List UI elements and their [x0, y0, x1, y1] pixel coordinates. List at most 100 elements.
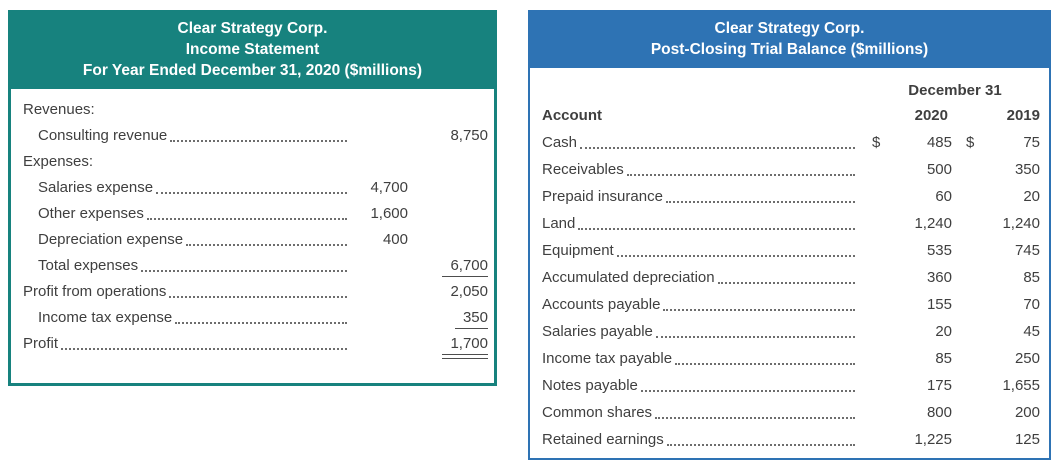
- income-statement-row: Consulting revenue 8,750: [11, 123, 494, 149]
- income-statement-row: Expenses:: [11, 149, 494, 175]
- value-2019: 85: [1023, 269, 1040, 286]
- dot-leader: [665, 201, 855, 203]
- dot-leader: [578, 228, 855, 230]
- dollar-sign: $: [872, 134, 881, 151]
- account-label: Receivables: [542, 161, 624, 178]
- trial-balance-rows: Cash $485 $75 Receivables 500 350 Prepai…: [530, 129, 1049, 453]
- value-2019: 200: [1014, 404, 1040, 421]
- value-2019: 45: [1023, 323, 1040, 340]
- dot-leader: [626, 174, 855, 176]
- trial-balance-row: Receivables 500 350: [530, 156, 1049, 183]
- value-2019: 70: [1023, 296, 1040, 313]
- value-2020: 175: [926, 377, 952, 394]
- amount-column-1: 4,700: [370, 179, 408, 196]
- value-2019-cell: 85: [952, 264, 1040, 291]
- income-statement-body: Revenues: Consulting revenue 8,750 Expen…: [8, 89, 497, 386]
- value-2019-cell: $75: [952, 129, 1040, 156]
- trial-balance-row: Prepaid insurance 60 20: [530, 183, 1049, 210]
- dot-leader: [666, 444, 855, 446]
- amount-column-1: [350, 331, 408, 357]
- amount-column-1: [350, 253, 408, 279]
- trial-balance-row: Common shares 800 200: [530, 399, 1049, 426]
- income-statement-row: Total expenses 6,700: [11, 253, 494, 279]
- dot-leader: [675, 363, 855, 365]
- value-2019: 745: [1014, 242, 1040, 259]
- value-2019-cell: 350: [952, 156, 1040, 183]
- value-2020: 20: [935, 323, 952, 340]
- amount-column-2: 2,050: [408, 279, 488, 305]
- value-2019-cell: 200: [952, 399, 1040, 426]
- dot-leader: [156, 192, 347, 194]
- trial-balance-header: Clear Strategy Corp. Post-Closing Trial …: [528, 10, 1051, 68]
- dot-leader: [655, 336, 855, 338]
- amount-column-2: [408, 175, 488, 201]
- value-2020: 1,225: [914, 431, 952, 448]
- amount-value: 350: [454, 308, 488, 329]
- value-2020: 1,240: [914, 215, 952, 232]
- account-label: Cash: [542, 134, 578, 151]
- value-2020-cell: 60: [858, 183, 952, 210]
- statement-title: Post-Closing Trial Balance ($millions): [650, 41, 929, 58]
- income-statement-row: Profit 1,700: [11, 331, 494, 359]
- amount-value: 1,700: [442, 334, 488, 359]
- value-2020: 85: [935, 350, 952, 367]
- statement-title: Income Statement: [185, 41, 320, 58]
- year-2019-header: 2019: [1006, 107, 1040, 124]
- value-2020: 360: [926, 269, 952, 286]
- value-2020: 800: [926, 404, 952, 421]
- value-2019-cell: 250: [952, 345, 1040, 372]
- income-statement-table: Clear Strategy Corp. Income Statement Fo…: [8, 10, 497, 386]
- dot-leader: [170, 140, 347, 142]
- income-statement-row: Profit from operations 2,050: [11, 279, 494, 305]
- amount-column-2: [408, 227, 488, 253]
- value-2020-cell: 175: [858, 372, 952, 399]
- income-statement-row: Other expenses 1,600: [11, 201, 494, 227]
- trial-balance-body: December 31 Account 2020 2019 Cash $485 …: [528, 68, 1051, 460]
- value-2019: 1,655: [1002, 377, 1040, 394]
- trial-balance-row: Cash $485 $75: [530, 129, 1049, 156]
- value-2019: 350: [1014, 161, 1040, 178]
- value-2020-cell: 800: [858, 399, 952, 426]
- dot-leader: [663, 309, 855, 311]
- value-2019-cell: 20: [952, 183, 1040, 210]
- value-2019: 75: [1023, 134, 1040, 151]
- value-2019-cell: 745: [952, 237, 1040, 264]
- account-label: Income tax expense: [38, 309, 173, 326]
- dot-leader: [717, 282, 855, 284]
- income-statement-header: Clear Strategy Corp. Income Statement Fo…: [8, 10, 497, 89]
- amount-column-2: [408, 97, 488, 123]
- value-2020: 60: [935, 188, 952, 205]
- amount-column-2: [408, 201, 488, 227]
- account-label: Consulting revenue: [38, 127, 168, 144]
- amount-value: 8,750: [450, 127, 488, 144]
- column-header-row: Account 2020 2019: [530, 103, 1049, 129]
- account-label: Prepaid insurance: [542, 188, 663, 205]
- amount-column-1: [350, 279, 408, 305]
- statement-period: For Year Ended December 31, 2020 ($milli…: [82, 62, 423, 79]
- trial-balance-row: Equipment 535 745: [530, 237, 1049, 264]
- income-statement-row: Depreciation expense 400: [11, 227, 494, 253]
- value-2019: 20: [1023, 188, 1040, 205]
- value-2020-cell: 1,240: [858, 210, 952, 237]
- amount-column-1: [350, 149, 408, 175]
- company-name: Clear Strategy Corp.: [714, 20, 865, 37]
- dot-leader: [616, 255, 855, 257]
- account-label: Profit from operations: [23, 283, 167, 300]
- account-label: Depreciation expense: [38, 231, 184, 248]
- income-statement-row: Income tax expense 350: [11, 305, 494, 331]
- account-label: Land: [542, 215, 576, 232]
- value-2019: 1,240: [1002, 215, 1040, 232]
- value-2020-cell: 85: [858, 345, 952, 372]
- trial-balance-row: Accumulated depreciation 360 85: [530, 264, 1049, 291]
- value-2020-cell: 155: [858, 291, 952, 318]
- dot-leader: [640, 390, 855, 392]
- dot-leader: [580, 147, 855, 149]
- trial-balance-table: Clear Strategy Corp. Post-Closing Trial …: [528, 10, 1051, 460]
- trial-balance-row: Retained earnings 1,225 125: [530, 426, 1049, 453]
- account-label: Total expenses: [38, 257, 139, 274]
- value-2019-cell: 125: [952, 426, 1040, 453]
- value-2019-cell: 1,655: [952, 372, 1040, 399]
- dot-leader: [175, 322, 347, 324]
- value-2020: 535: [926, 242, 952, 259]
- value-2020-cell: 360: [858, 264, 952, 291]
